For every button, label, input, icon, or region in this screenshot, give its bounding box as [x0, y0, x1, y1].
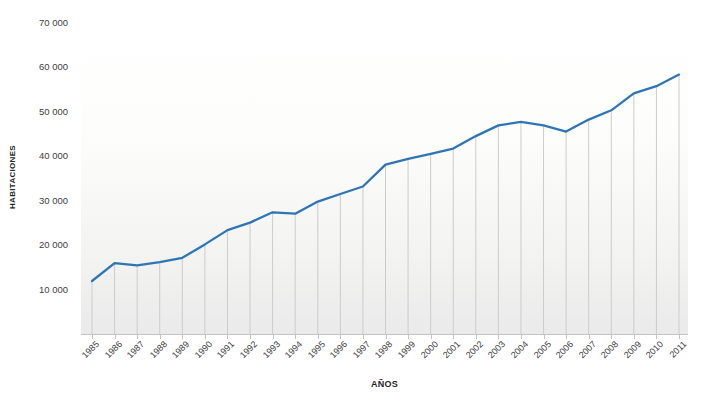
x-tick-label: 1988 — [148, 339, 169, 360]
x-tick-label: 1987 — [125, 339, 146, 360]
x-axis-tick-mark — [566, 335, 567, 339]
x-tick-label: 1985 — [80, 339, 101, 360]
x-tick-label: 2010 — [644, 339, 665, 360]
x-tick-label: 1999 — [396, 339, 417, 360]
y-tick-label: 70 000 — [0, 17, 68, 28]
x-tick-label: 2003 — [486, 339, 507, 360]
x-axis-tick-mark — [611, 335, 612, 339]
x-axis-tick-mark — [115, 335, 116, 339]
y-axis-title: HABITACIONES — [8, 117, 20, 237]
x-tick-label: 1997 — [351, 339, 372, 360]
x-axis-tick-mark — [205, 335, 206, 339]
x-axis-tick-mark — [634, 335, 635, 339]
x-tick-label: 1998 — [373, 339, 394, 360]
x-axis-tick-mark — [273, 335, 274, 339]
x-axis-tick-mark — [92, 335, 93, 339]
x-axis-tick-mark — [544, 335, 545, 339]
x-tick-label: 2002 — [464, 339, 485, 360]
x-axis-tick-mark — [340, 335, 341, 339]
x-tick-label: 2000 — [418, 339, 439, 360]
x-tick-label: 1986 — [102, 339, 123, 360]
x-axis-tick-mark — [679, 335, 680, 339]
plot-area — [81, 22, 688, 335]
x-axis-tick-mark — [498, 335, 499, 339]
x-axis-tick-mark — [453, 335, 454, 339]
x-tick-label: 2007 — [577, 339, 598, 360]
x-axis-tick-mark — [431, 335, 432, 339]
x-axis-tick-mark — [521, 335, 522, 339]
x-tick-label: 1994 — [283, 339, 304, 360]
y-tick-label: 20 000 — [0, 239, 68, 250]
y-tick-label: 30 000 — [0, 195, 68, 206]
x-tick-label: 2009 — [622, 339, 643, 360]
x-axis-tick-mark — [295, 335, 296, 339]
x-tick-label: 2011 — [667, 339, 688, 360]
x-axis-tick-mark — [250, 335, 251, 339]
x-axis-tick-mark — [363, 335, 364, 339]
x-tick-label: 1989 — [170, 339, 191, 360]
x-tick-label: 2008 — [599, 339, 620, 360]
x-tick-label: 2004 — [509, 339, 530, 360]
x-tick-label: 2001 — [441, 339, 462, 360]
x-tick-label: 1990 — [193, 339, 214, 360]
x-tick-label: 2005 — [531, 339, 552, 360]
x-axis-tick-mark — [589, 335, 590, 339]
x-axis-tick-mark — [476, 335, 477, 339]
y-tick-label: 60 000 — [0, 61, 68, 72]
x-tick-label: 1992 — [238, 339, 259, 360]
y-tick-label: 50 000 — [0, 106, 68, 117]
x-tick-label: 1991 — [215, 339, 236, 360]
x-tick-label: 2006 — [554, 339, 575, 360]
x-axis-tick-mark — [386, 335, 387, 339]
x-tick-label: 1995 — [306, 339, 327, 360]
x-axis-tick-mark — [318, 335, 319, 339]
x-axis-tick-mark — [227, 335, 228, 339]
x-tick-label: 1993 — [260, 339, 281, 360]
x-tick-label: 1996 — [328, 339, 349, 360]
line-chart: HABITACIONES 70 000 60 000 50 000 40 000 30 … — [0, 0, 714, 407]
x-axis-title: AÑOS — [81, 379, 688, 389]
x-axis-tick-mark — [408, 335, 409, 339]
chart-canvas — [81, 22, 688, 334]
x-axis-tick-mark — [160, 335, 161, 339]
x-axis-tick-mark — [137, 335, 138, 339]
y-tick-label: 10 000 — [0, 284, 68, 295]
x-axis-tick-mark — [182, 335, 183, 339]
x-axis-tick-mark — [656, 335, 657, 339]
y-tick-label: 40 000 — [0, 150, 68, 161]
